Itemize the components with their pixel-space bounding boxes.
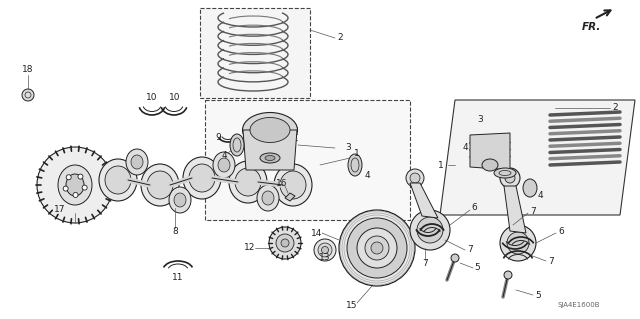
Text: 5: 5 (535, 291, 541, 300)
Circle shape (37, 147, 113, 223)
Ellipse shape (314, 239, 336, 261)
Ellipse shape (189, 164, 215, 192)
Circle shape (269, 227, 301, 259)
Text: 16: 16 (276, 179, 288, 188)
Circle shape (451, 254, 459, 262)
Text: 1: 1 (438, 160, 444, 169)
Ellipse shape (260, 153, 280, 163)
Ellipse shape (58, 165, 92, 205)
Text: 7: 7 (467, 246, 473, 255)
Text: 7: 7 (548, 256, 554, 265)
FancyBboxPatch shape (200, 8, 310, 98)
Text: 6: 6 (471, 204, 477, 212)
Circle shape (73, 192, 78, 197)
Text: 13: 13 (319, 254, 331, 263)
Ellipse shape (318, 243, 332, 257)
Ellipse shape (131, 155, 143, 169)
Circle shape (339, 210, 415, 286)
Ellipse shape (183, 157, 221, 199)
Circle shape (417, 217, 443, 243)
Ellipse shape (523, 179, 537, 197)
Circle shape (66, 175, 71, 180)
Text: SJA4E1600B: SJA4E1600B (557, 302, 600, 308)
Text: 3: 3 (345, 144, 351, 152)
Circle shape (500, 168, 520, 188)
Circle shape (500, 225, 536, 261)
Text: 9: 9 (215, 133, 221, 143)
Text: 10: 10 (169, 93, 180, 101)
Ellipse shape (482, 159, 498, 171)
Circle shape (357, 228, 397, 268)
Ellipse shape (280, 171, 306, 199)
Ellipse shape (105, 166, 131, 194)
Text: 4: 4 (462, 144, 468, 152)
Ellipse shape (66, 174, 84, 196)
Text: 2: 2 (612, 103, 618, 113)
Polygon shape (440, 100, 635, 215)
Text: 7: 7 (530, 206, 536, 216)
FancyBboxPatch shape (205, 100, 410, 220)
Ellipse shape (99, 159, 137, 201)
Text: 7: 7 (422, 259, 428, 269)
Ellipse shape (494, 168, 516, 178)
Ellipse shape (229, 161, 267, 203)
Text: 14: 14 (311, 228, 323, 238)
Circle shape (78, 174, 83, 179)
Circle shape (371, 242, 383, 254)
Circle shape (505, 173, 515, 183)
Text: 6: 6 (558, 226, 564, 235)
Text: 5: 5 (474, 263, 480, 272)
Circle shape (22, 89, 34, 101)
Ellipse shape (274, 164, 312, 206)
Ellipse shape (243, 113, 298, 147)
Ellipse shape (147, 171, 173, 199)
Ellipse shape (235, 168, 261, 196)
Circle shape (504, 271, 512, 279)
Circle shape (410, 210, 450, 250)
Circle shape (281, 239, 289, 247)
Text: 8: 8 (172, 227, 178, 236)
Text: 4: 4 (221, 151, 227, 160)
Ellipse shape (321, 247, 328, 254)
Text: 3: 3 (477, 115, 483, 124)
Circle shape (276, 234, 294, 252)
Ellipse shape (348, 154, 362, 176)
Ellipse shape (262, 191, 274, 205)
Ellipse shape (265, 155, 275, 160)
Text: 4: 4 (537, 190, 543, 199)
Circle shape (63, 186, 68, 191)
Circle shape (406, 169, 424, 187)
Ellipse shape (257, 185, 279, 211)
Polygon shape (470, 133, 510, 170)
Polygon shape (410, 183, 438, 218)
Ellipse shape (230, 134, 244, 156)
Ellipse shape (141, 164, 179, 206)
Text: 11: 11 (172, 273, 184, 283)
Ellipse shape (213, 152, 235, 178)
Text: 1: 1 (354, 149, 360, 158)
Circle shape (82, 185, 87, 190)
Text: 18: 18 (22, 65, 34, 75)
Polygon shape (504, 186, 526, 233)
Circle shape (365, 236, 389, 260)
Polygon shape (285, 193, 295, 201)
Ellipse shape (250, 117, 290, 143)
Text: 10: 10 (147, 93, 157, 101)
Ellipse shape (174, 193, 186, 207)
Text: 4: 4 (364, 170, 370, 180)
Text: FR.: FR. (582, 22, 602, 32)
Circle shape (410, 173, 420, 183)
Ellipse shape (169, 187, 191, 213)
Ellipse shape (126, 149, 148, 175)
Ellipse shape (218, 158, 230, 172)
Text: 15: 15 (346, 301, 358, 310)
Polygon shape (243, 130, 297, 170)
Circle shape (347, 218, 407, 278)
Circle shape (507, 232, 529, 254)
Text: 12: 12 (244, 243, 256, 253)
Text: 17: 17 (54, 205, 66, 214)
Text: 2: 2 (337, 33, 343, 42)
